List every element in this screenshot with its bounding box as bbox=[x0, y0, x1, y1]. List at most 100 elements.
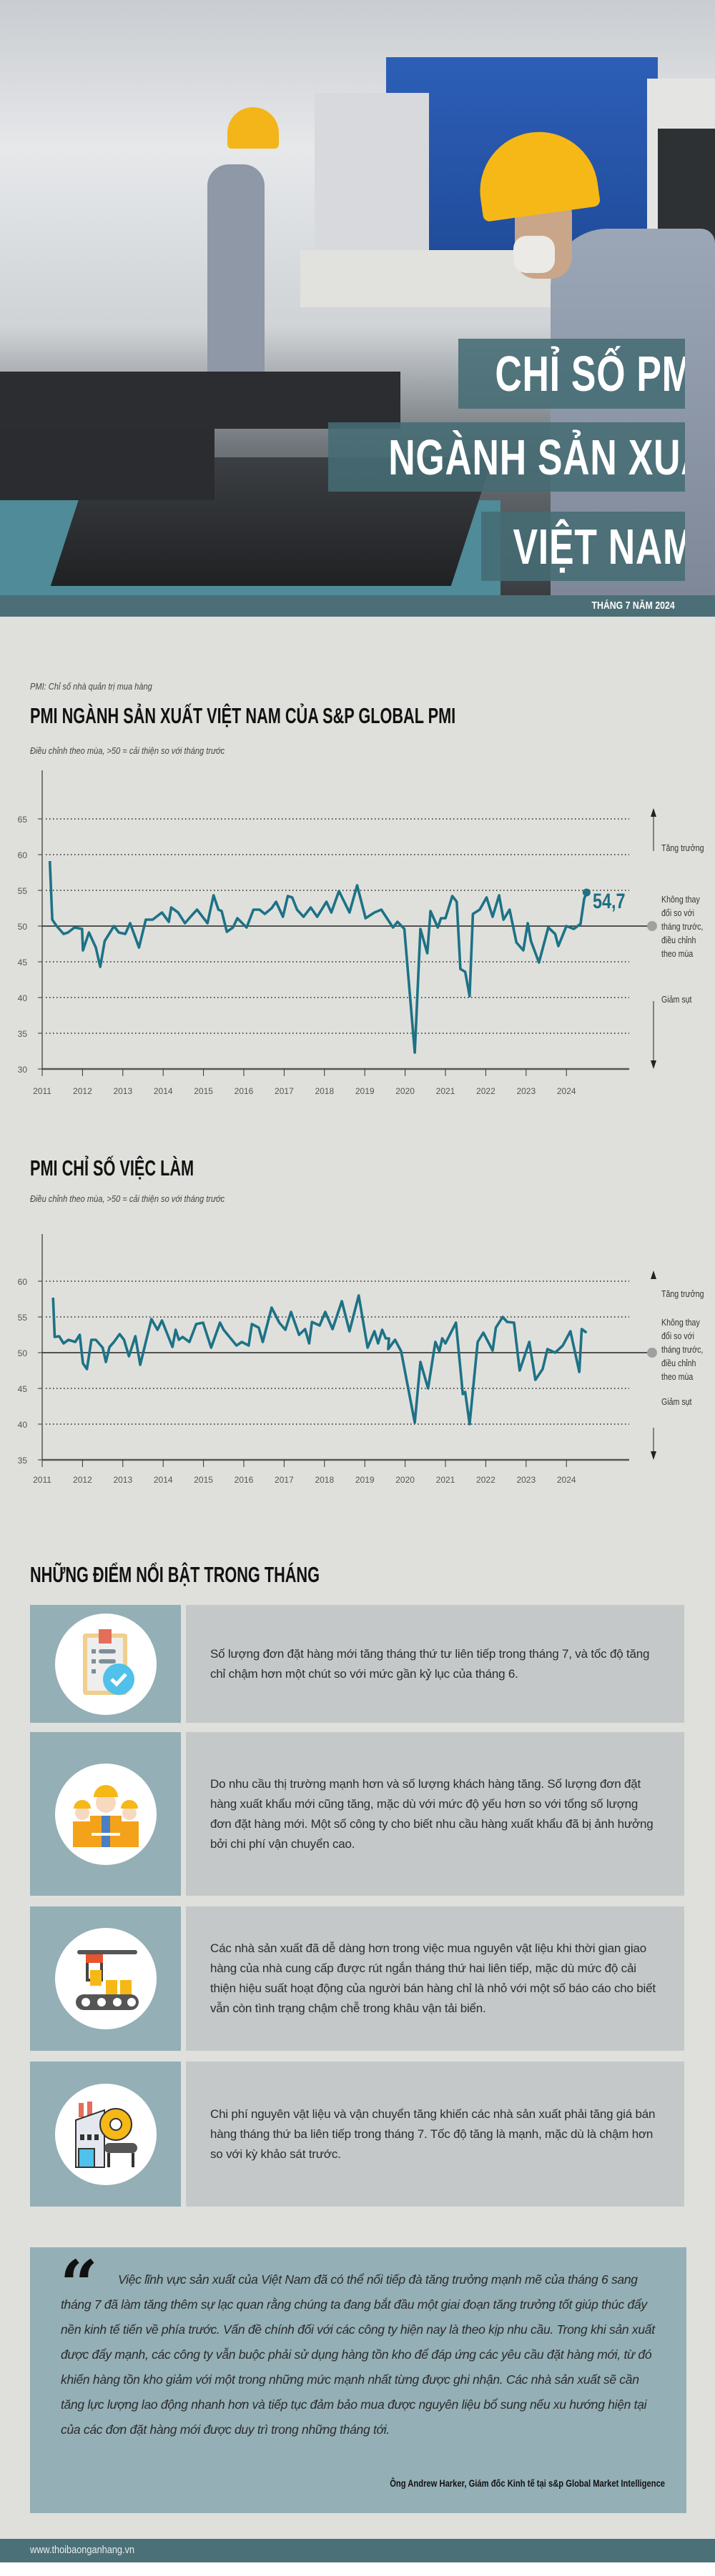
reference-dot bbox=[647, 921, 657, 931]
x-tick-label: 2020 bbox=[395, 1086, 415, 1096]
reference-dot bbox=[647, 1348, 657, 1358]
x-tick-label: 2012 bbox=[73, 1475, 92, 1485]
series-line bbox=[48, 860, 588, 1054]
text-panel: Chi phí nguyên vật liệu và vận chuyển tă… bbox=[186, 2062, 684, 2207]
no-change-line: điều chỉnh bbox=[661, 1358, 696, 1368]
x-tick-label: 2024 bbox=[557, 1475, 576, 1485]
arrow-down-icon bbox=[651, 1060, 656, 1069]
y-tick-label: 35 bbox=[18, 1456, 28, 1466]
title-text: NGÀNH SẢN XUẤT bbox=[388, 429, 685, 485]
quote-author: Ông Andrew Harker, Giám đốc Kinh tế tại … bbox=[390, 2477, 665, 2489]
title-text: CHỈ SỐ PMI bbox=[495, 346, 685, 402]
no-change-line: Không thay bbox=[661, 895, 700, 905]
no-change-line: Không thay bbox=[661, 1318, 700, 1328]
y-tick-label: 40 bbox=[18, 1420, 28, 1430]
y-tick-label: 50 bbox=[18, 922, 28, 932]
no-change-line: đổi so với bbox=[661, 908, 694, 918]
x-tick-label: 2018 bbox=[315, 1475, 334, 1485]
highlight-card: Các nhà sản xuất đã dễ dàng hơn trong vi… bbox=[30, 1906, 684, 2051]
text-panel: Số lượng đơn đặt hàng mới tăng tháng thứ… bbox=[186, 1605, 684, 1723]
title-line-2: NGÀNH SẢN XUẤT bbox=[328, 422, 685, 492]
x-tick-label: 2019 bbox=[355, 1475, 375, 1485]
x-tick-label: 2013 bbox=[113, 1086, 132, 1096]
footer: www.thoibaonganhang.vn bbox=[0, 2539, 715, 2562]
worker-background bbox=[207, 164, 265, 379]
x-tick-label: 2017 bbox=[275, 1086, 294, 1096]
highlight-text: Số lượng đơn đặt hàng mới tăng tháng thứ… bbox=[210, 1646, 650, 1681]
x-tick-label: 2023 bbox=[516, 1086, 536, 1096]
no-change-label: Không thay đổi so với tháng trước, điều … bbox=[661, 1316, 703, 1384]
machine-panel bbox=[315, 93, 429, 272]
control-screen bbox=[658, 129, 715, 243]
x-tick-label: 2014 bbox=[154, 1086, 173, 1096]
conveyor-icon bbox=[55, 1928, 157, 2029]
title-line-1: CHỈ SỐ PMI bbox=[458, 339, 685, 409]
no-change-line: theo mùa bbox=[661, 1372, 694, 1382]
steel-plates-stack bbox=[0, 429, 214, 500]
highlight-text: Do nhu cầu thị trường mạnh hơn và số lượ… bbox=[210, 1776, 654, 1851]
growth-label: Tăng trưởng bbox=[661, 1289, 704, 1299]
decline-label: Giảm sụt bbox=[661, 1397, 692, 1407]
y-tick-label: 65 bbox=[18, 815, 28, 825]
x-tick-label: 2019 bbox=[355, 1086, 375, 1096]
y-tick-label: 45 bbox=[18, 1384, 28, 1394]
workers-icon bbox=[55, 1763, 157, 1865]
factory-icon bbox=[55, 2083, 157, 2185]
no-change-line: điều chỉnh bbox=[661, 935, 696, 945]
x-tick-label: 2021 bbox=[436, 1086, 455, 1096]
chart2-subtitle: Điều chỉnh theo mùa, >50 = cải thiện so … bbox=[30, 1193, 225, 1204]
title-text: VIỆT NAM bbox=[513, 519, 685, 575]
series-line bbox=[51, 1294, 588, 1426]
x-tick-label: 2022 bbox=[476, 1086, 495, 1096]
chart1-subtitle: Điều chỉnh theo mùa, >50 = cải thiện so … bbox=[30, 745, 225, 756]
highlights-title: NHỮNG ĐIỂM NỔI BẬT TRONG THÁNG bbox=[30, 1562, 320, 1587]
icon-panel bbox=[30, 1732, 181, 1896]
growth-label: Tăng trưởng bbox=[661, 843, 704, 853]
highlight-text: Chi phí nguyên vật liệu và vận chuyển tă… bbox=[210, 2107, 656, 2161]
y-tick-label: 55 bbox=[18, 886, 28, 896]
y-tick-label: 50 bbox=[18, 1348, 28, 1358]
highlight-text: Các nhà sản xuất đã dễ dàng hơn trong vi… bbox=[210, 1941, 656, 2015]
issue-date: THÁNG 7 NĂM 2024 bbox=[591, 600, 675, 612]
y-tick-label: 60 bbox=[18, 1277, 28, 1287]
x-tick-label: 2015 bbox=[194, 1086, 213, 1096]
quote-text: Việc lĩnh vực sản xuất của Việt Nam đã c… bbox=[61, 2272, 655, 2437]
pmi-line-chart: 30 35 40 45 50 55 60 65 2011 2012 2013 2014 2015 2016… bbox=[18, 770, 657, 1096]
last-value-label: 54,7 bbox=[593, 890, 626, 913]
chart2-title: PMI CHỈ SỐ VIỆC LÀM bbox=[30, 1155, 194, 1180]
quote-box: “ Việc lĩnh vực sản xuất của Việt Nam đã… bbox=[30, 2247, 686, 2513]
y-tick-label: 35 bbox=[18, 1029, 28, 1039]
x-tick-label: 2015 bbox=[194, 1475, 213, 1485]
x-tick-label: 2017 bbox=[275, 1475, 294, 1485]
x-tick-label: 2011 bbox=[33, 1086, 51, 1096]
x-tick-label: 2023 bbox=[516, 1475, 536, 1485]
x-tick-label: 2022 bbox=[476, 1475, 495, 1485]
x-tick-label: 2020 bbox=[395, 1475, 415, 1485]
x-tick-label: 2024 bbox=[557, 1086, 576, 1096]
last-value-dot bbox=[582, 888, 591, 897]
hero-photo: CHỈ SỐ PMI NGÀNH SẢN XUẤT VIỆT NAM bbox=[0, 0, 715, 595]
x-tick-label: 2012 bbox=[73, 1086, 92, 1096]
helmet-background bbox=[227, 107, 279, 149]
no-change-line: đổi so với bbox=[661, 1331, 694, 1341]
x-tick-label: 2016 bbox=[235, 1475, 254, 1485]
arrow-up-icon bbox=[651, 1270, 656, 1279]
y-tick-label: 40 bbox=[18, 993, 28, 1003]
title-line-3: VIỆT NAM bbox=[481, 512, 685, 581]
x-tick-label: 2013 bbox=[113, 1475, 132, 1485]
decline-label: Giảm sụt bbox=[661, 995, 692, 1005]
no-change-line: tháng trước, bbox=[661, 1345, 704, 1355]
icon-panel bbox=[30, 2062, 181, 2207]
site-url[interactable]: www.thoibaonganhang.vn bbox=[30, 2544, 135, 2556]
y-tick-label: 45 bbox=[18, 958, 28, 968]
date-bar: THÁNG 7 NĂM 2024 bbox=[0, 595, 715, 617]
x-tick-label: 2018 bbox=[315, 1086, 334, 1096]
employment-line-chart: 35 40 45 50 55 60 2011 2012 2013 2014 2015 2016 2017… bbox=[18, 1234, 657, 1485]
highlight-card: Chi phí nguyên vật liệu và vận chuyển tă… bbox=[30, 2062, 684, 2207]
no-change-label: Không thay đổi so với tháng trước, điều … bbox=[661, 893, 703, 961]
highlight-card: Do nhu cầu thị trường mạnh hơn và số lượ… bbox=[30, 1732, 684, 1896]
x-tick-label: 2011 bbox=[33, 1475, 51, 1485]
face-mask bbox=[513, 236, 555, 273]
icon-panel bbox=[30, 1906, 181, 2051]
quote-mark-icon: “ bbox=[60, 2246, 98, 2323]
